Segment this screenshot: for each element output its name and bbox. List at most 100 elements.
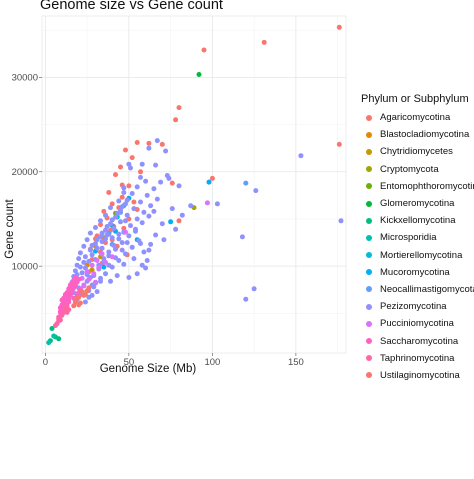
data-point	[103, 212, 108, 218]
data-point	[101, 256, 107, 262]
data-point	[146, 213, 152, 219]
data-point	[56, 316, 62, 322]
data-point	[179, 212, 185, 218]
data-point	[118, 208, 123, 213]
data-point	[176, 218, 182, 224]
data-point	[151, 186, 157, 192]
legend-item: Pucciniomycotina	[361, 315, 473, 332]
legend-marker	[366, 166, 372, 173]
data-point	[111, 225, 117, 231]
legend-marker	[366, 372, 372, 379]
data-point	[128, 223, 133, 229]
data-point	[89, 292, 95, 298]
data-point	[106, 249, 112, 255]
data-point	[139, 220, 145, 226]
data-point	[138, 169, 143, 175]
data-point	[126, 161, 132, 167]
data-point	[336, 24, 342, 30]
data-point	[243, 296, 249, 302]
legend-label: Chytridiomycetes	[380, 146, 453, 158]
data-point	[134, 140, 140, 145]
data-point	[166, 175, 172, 181]
data-point	[119, 204, 125, 210]
data-point	[109, 235, 115, 241]
data-point	[336, 141, 342, 147]
data-point	[103, 236, 108, 242]
axis-ticks: 0 50 100 150 10000 20000 30000	[12, 73, 304, 368]
data-point	[123, 147, 128, 153]
data-point	[56, 336, 62, 342]
data-point	[253, 188, 259, 194]
data-point	[118, 164, 123, 170]
data-point	[138, 199, 143, 205]
legend-label: Blastocladiomycotina	[380, 129, 470, 141]
legend-label: Cryptomycota	[380, 163, 439, 175]
data-point	[99, 239, 105, 245]
data-point	[139, 161, 145, 167]
data-point	[131, 199, 137, 205]
data-point	[79, 270, 85, 276]
data-point	[204, 200, 210, 206]
data-point	[123, 201, 128, 207]
data-point	[99, 251, 105, 257]
data-point	[134, 216, 140, 222]
legend-label: Ustilaginomycotina	[380, 369, 460, 381]
data-point	[87, 230, 93, 236]
data-point	[109, 217, 115, 223]
y-axis-title: Gene count	[4, 198, 16, 258]
data-point	[104, 224, 110, 229]
data-point	[93, 225, 98, 230]
data-point	[62, 304, 68, 310]
data-point	[123, 229, 128, 235]
data-point	[49, 326, 55, 331]
x-tick-label: 0	[43, 357, 48, 368]
data-point	[196, 72, 202, 77]
legend: Phylum or Subphylum Agaricomycotina Blast…	[361, 93, 474, 384]
legend-item: Cryptomycota	[361, 161, 473, 178]
data-point	[59, 297, 65, 303]
data-point	[138, 241, 143, 246]
legend-marker	[366, 355, 372, 362]
data-point	[67, 285, 73, 291]
legend-item: Saccharomycotina	[361, 332, 473, 349]
data-point	[72, 298, 78, 304]
data-point	[101, 264, 107, 270]
legend-item: Microsporidia	[361, 229, 473, 246]
data-point	[89, 252, 95, 258]
data-point	[148, 203, 154, 209]
data-point	[144, 258, 150, 263]
data-point	[82, 254, 88, 260]
legend-label: Pucciniomycotina	[380, 318, 454, 330]
data-point	[123, 251, 128, 257]
data-point	[176, 183, 182, 189]
data-point	[139, 262, 145, 268]
x-tick-label: 50	[124, 357, 135, 368]
legend-item: Entomophthoromycotina	[361, 178, 474, 195]
data-point	[84, 269, 90, 275]
data-point	[114, 210, 120, 216]
legend-marker	[366, 114, 372, 121]
data-point	[126, 183, 132, 189]
legend-marker	[366, 200, 372, 207]
data-point	[57, 305, 63, 311]
x-tick-label: 150	[288, 357, 304, 368]
data-point	[163, 148, 169, 154]
data-point	[77, 264, 83, 270]
data-point	[118, 219, 123, 225]
legend-marker	[366, 148, 372, 155]
legend-marker	[366, 234, 372, 241]
data-point	[129, 244, 135, 250]
data-point	[119, 247, 125, 253]
data-point	[116, 231, 122, 237]
data-point	[108, 278, 113, 284]
data-point	[77, 250, 83, 256]
legend-item: Pezizomycotina	[361, 298, 473, 315]
data-point	[154, 196, 160, 202]
data-point	[84, 237, 90, 243]
legend-item: Mortierellomycotina	[361, 247, 473, 264]
data-point	[119, 194, 125, 200]
legend-label: Microsporidia	[380, 232, 437, 244]
legend-marker	[366, 217, 372, 224]
data-point	[108, 205, 113, 211]
